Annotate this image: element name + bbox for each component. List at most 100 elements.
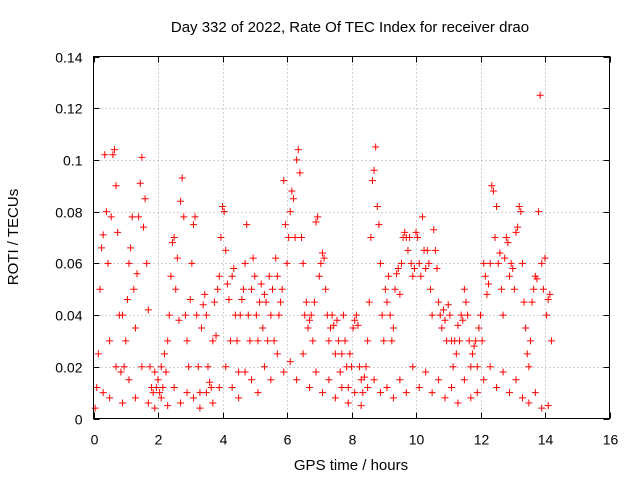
data-point <box>207 383 215 391</box>
data-point <box>449 363 457 371</box>
data-point <box>496 249 504 257</box>
data-point <box>225 296 233 304</box>
data-point <box>318 389 326 397</box>
data-point <box>441 394 449 402</box>
y-tick-label: 0.02 <box>55 360 82 376</box>
data-point <box>189 394 197 402</box>
data-point <box>406 234 414 241</box>
data-point <box>286 358 294 366</box>
data-point <box>356 363 364 371</box>
data-point <box>235 368 243 376</box>
data-point <box>223 280 231 288</box>
x-tick-label: 0 <box>91 432 99 448</box>
plot-frame <box>93 56 610 419</box>
data-point <box>230 265 238 273</box>
data-point <box>260 363 268 371</box>
y-axis-tick-labels: 0 0.02 0.04 0.06 0.08 0.1 0.12 0.14 <box>55 50 82 428</box>
data-point <box>93 383 101 391</box>
data-point <box>522 324 530 332</box>
data-point <box>351 389 359 397</box>
x-tick-label: 4 <box>220 432 228 448</box>
data-point <box>228 383 236 391</box>
y-tick-label: 0.1 <box>63 153 83 169</box>
data-point <box>475 324 483 332</box>
data-point <box>259 324 267 332</box>
data-point <box>312 218 320 226</box>
data-point <box>154 376 162 384</box>
data-point <box>391 285 399 293</box>
data-point <box>514 223 522 231</box>
data-point <box>410 265 418 273</box>
data-point <box>504 239 512 247</box>
data-point <box>488 182 496 190</box>
data-point <box>339 311 347 319</box>
data-point <box>193 311 201 319</box>
data-point <box>507 259 515 267</box>
data-point <box>177 197 185 205</box>
data-point <box>281 221 289 229</box>
data-point <box>183 337 191 345</box>
data-point <box>157 363 165 371</box>
data-point <box>538 404 546 412</box>
data-point <box>289 195 297 203</box>
data-point <box>151 404 159 412</box>
data-point <box>301 311 309 319</box>
data-point <box>531 389 539 397</box>
data-point <box>275 311 283 319</box>
data-point <box>530 285 538 293</box>
data-point <box>314 213 322 221</box>
data-point <box>372 143 380 151</box>
data-point <box>157 394 165 402</box>
data-point <box>517 208 525 216</box>
data-point <box>415 259 423 267</box>
data-point <box>252 311 260 319</box>
data-point <box>125 259 133 267</box>
data-point <box>98 244 106 252</box>
data-point <box>206 378 214 386</box>
data-point <box>139 223 147 231</box>
data-point <box>244 311 252 319</box>
x-axis-title: GPS time / hours <box>294 457 408 474</box>
data-points <box>91 91 555 412</box>
data-point <box>293 156 301 164</box>
data-point <box>373 202 381 210</box>
data-point <box>119 399 127 407</box>
data-point <box>215 272 223 280</box>
data-point <box>467 363 475 371</box>
data-point <box>283 259 291 267</box>
data-point <box>341 337 349 345</box>
data-point <box>264 337 272 345</box>
data-point <box>272 254 280 262</box>
data-point <box>91 404 99 412</box>
data-point <box>222 363 230 371</box>
data-point <box>336 368 344 376</box>
data-point <box>273 272 281 280</box>
data-point <box>251 272 259 280</box>
x-tick-label: 10 <box>409 432 425 448</box>
data-point <box>181 311 189 319</box>
data-point <box>533 275 541 283</box>
data-point <box>325 376 333 384</box>
data-point <box>497 285 505 293</box>
data-point <box>520 298 528 306</box>
x-tick-label: 12 <box>474 432 490 448</box>
data-point <box>396 290 404 298</box>
y-tick-label: 0.08 <box>55 205 82 221</box>
data-point <box>243 221 251 229</box>
data-point <box>352 311 360 319</box>
data-point <box>257 280 265 288</box>
data-point <box>335 337 343 345</box>
data-point <box>130 285 138 293</box>
data-point <box>233 337 241 345</box>
data-point <box>177 399 185 407</box>
data-point <box>109 151 117 159</box>
data-point <box>196 389 204 397</box>
data-point <box>526 337 534 345</box>
data-point <box>528 298 536 306</box>
data-point <box>538 259 546 267</box>
data-point <box>523 350 531 358</box>
data-point <box>160 350 168 358</box>
data-point <box>436 311 444 319</box>
data-point <box>515 202 523 210</box>
